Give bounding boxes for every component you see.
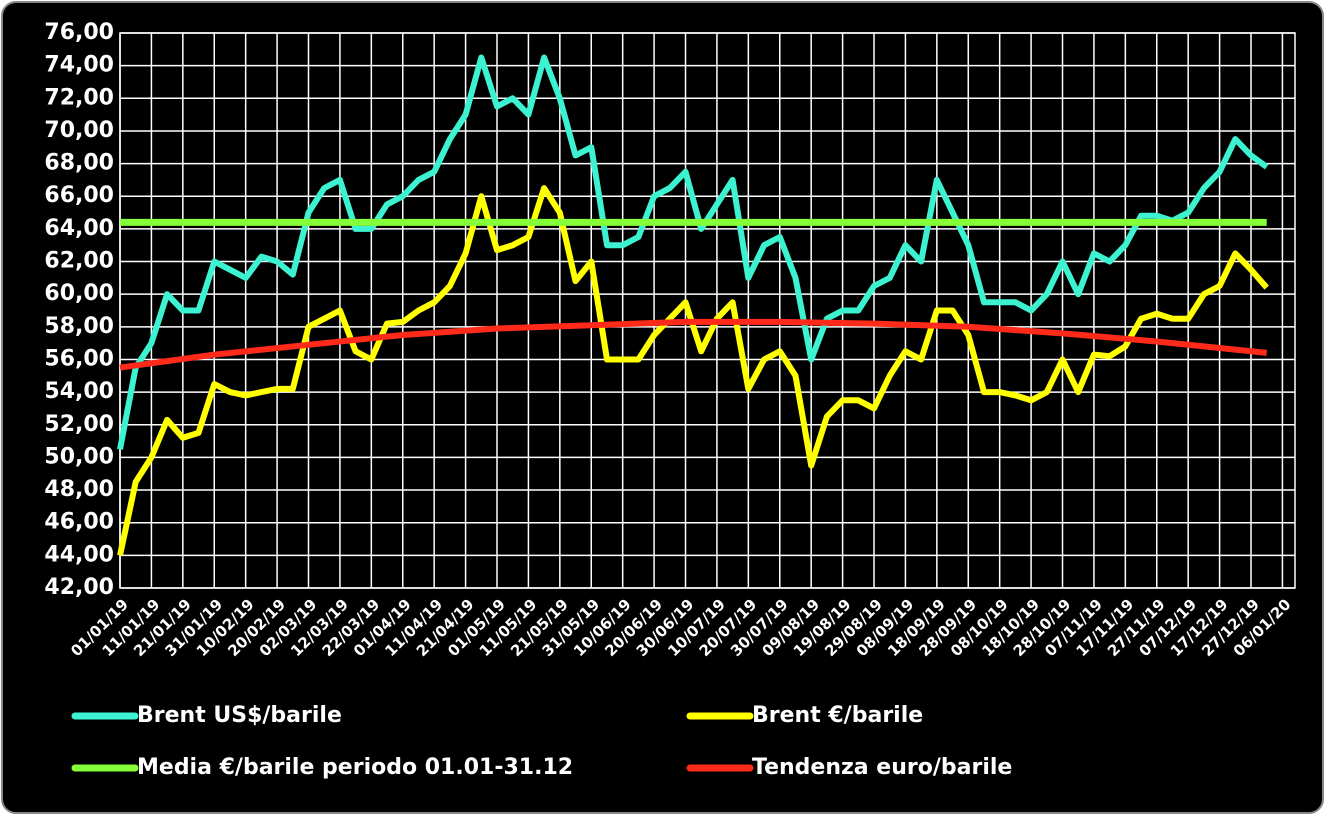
plot-frame	[119, 32, 1296, 589]
y-tick-label: 44,00	[44, 542, 114, 567]
y-tick-label: 68,00	[44, 151, 114, 176]
y-tick-label: 70,00	[44, 118, 114, 143]
series-line	[117, 185, 1269, 557]
y-tick-label: 72,00	[44, 85, 114, 110]
legend-label: Media €/barile periodo 01.01-31.12	[137, 755, 573, 780]
legend-label: Brent €/barile	[752, 703, 923, 728]
legend-label: Brent US$/barile	[137, 703, 342, 728]
series-line	[117, 54, 1269, 450]
y-tick-label: 50,00	[44, 444, 114, 469]
y-tick-label: 58,00	[44, 314, 114, 339]
y-tick-label: 66,00	[44, 183, 114, 208]
y-tick-label: 54,00	[44, 379, 114, 404]
y-tick-label: 62,00	[44, 249, 114, 274]
y-tick-label: 76,00	[44, 20, 114, 45]
legend-label: Tendenza euro/barile	[752, 755, 1012, 780]
y-tick-label: 52,00	[44, 412, 114, 437]
y-tick-label: 48,00	[44, 477, 114, 502]
y-tick-label: 64,00	[44, 216, 114, 241]
y-tick-label: 42,00	[44, 575, 114, 600]
series-line	[119, 318, 1268, 371]
y-tick-label: 74,00	[44, 53, 114, 78]
y-tick-label: 56,00	[44, 346, 114, 371]
y-tick-label: 46,00	[44, 510, 114, 535]
y-tick-label: 60,00	[44, 281, 114, 306]
